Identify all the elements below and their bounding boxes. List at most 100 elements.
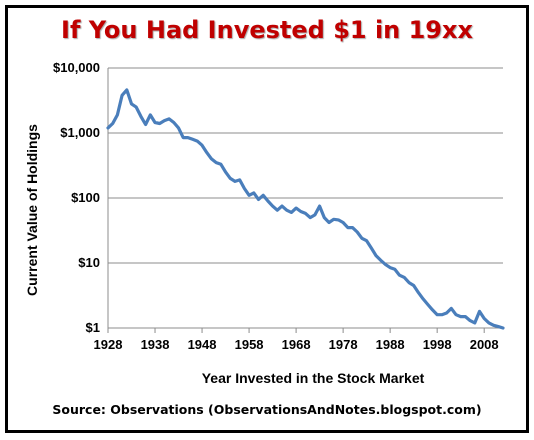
- data-point: [252, 192, 255, 194]
- data-point: [107, 127, 109, 129]
- data-point: [436, 313, 438, 316]
- data-point: [271, 205, 274, 207]
- data-point: [459, 315, 462, 318]
- data-point: [431, 309, 434, 311]
- data-point: [144, 123, 147, 126]
- data-point: [488, 322, 490, 324]
- y-tick-label: $1: [86, 320, 100, 335]
- y-tick-label: $100: [71, 190, 100, 205]
- data-point: [469, 319, 471, 322]
- data-point: [177, 127, 180, 129]
- data-point: [450, 307, 453, 310]
- data-point: [342, 221, 344, 224]
- data-point: [478, 310, 481, 313]
- data-point: [257, 198, 260, 201]
- data-point: [163, 119, 166, 122]
- y-tick-label: $10,000: [53, 60, 100, 75]
- x-tick-label: 1998: [423, 337, 452, 352]
- data-point: [323, 216, 326, 219]
- data-point: [347, 226, 349, 229]
- data-point: [492, 324, 495, 327]
- data-point: [187, 136, 189, 139]
- data-point: [441, 313, 443, 316]
- data-point: [426, 303, 429, 306]
- data-point: [215, 161, 217, 164]
- data-point: [168, 118, 170, 120]
- data-point: [191, 138, 194, 141]
- data-point: [332, 218, 335, 221]
- data-point: [135, 106, 138, 108]
- data-point: [140, 115, 142, 118]
- data-point: [276, 209, 279, 211]
- data-point: [224, 171, 227, 173]
- data-point: [116, 114, 119, 116]
- data-point: [121, 94, 123, 97]
- data-point: [234, 180, 236, 183]
- data-point: [149, 114, 152, 116]
- data-point: [173, 121, 175, 124]
- data-point: [229, 177, 232, 180]
- data-point: [337, 219, 340, 221]
- data-point: [154, 121, 156, 124]
- chart-frame: [5, 5, 529, 433]
- data-point: [126, 89, 128, 91]
- data-point: [220, 163, 222, 166]
- data-point: [285, 209, 288, 211]
- data-point: [483, 317, 485, 320]
- data-point: [375, 254, 377, 257]
- x-axis-label: Year Invested in the Stock Market: [201, 370, 425, 386]
- data-point: [238, 179, 241, 181]
- data-point: [295, 207, 297, 209]
- data-point: [205, 151, 208, 154]
- data-point: [299, 210, 302, 213]
- data-point: [130, 103, 133, 105]
- data-point: [365, 239, 368, 242]
- source-caption: Source: Observations (ObservationsAndNot…: [52, 402, 482, 417]
- y-tick-label: $1,000: [60, 125, 100, 140]
- data-point: [497, 325, 500, 328]
- data-point: [445, 312, 448, 314]
- data-point: [248, 194, 250, 197]
- x-tick-label: 1958: [235, 337, 264, 352]
- data-point: [290, 211, 293, 214]
- data-point: [243, 187, 246, 190]
- data-point: [384, 263, 387, 266]
- data-point: [351, 226, 354, 229]
- data-point: [417, 291, 420, 294]
- data-point: [473, 322, 476, 324]
- data-point: [182, 136, 185, 139]
- x-tick-label: 1928: [94, 337, 123, 352]
- data-point: [309, 216, 312, 219]
- data-point: [267, 200, 269, 202]
- data-point: [422, 298, 424, 300]
- data-point: [403, 276, 406, 279]
- x-tick-label: 1978: [329, 337, 358, 352]
- data-point: [111, 122, 114, 125]
- data-point: [361, 237, 363, 240]
- data-point: [464, 315, 467, 318]
- data-point: [304, 212, 307, 215]
- data-point: [318, 205, 321, 207]
- data-point: [389, 266, 391, 269]
- data-point: [398, 274, 401, 276]
- data-point: [370, 247, 373, 249]
- x-tick-label: 1988: [376, 337, 405, 352]
- y-tick-label: $10: [78, 255, 100, 270]
- data-point: [210, 158, 213, 160]
- data-point: [455, 313, 457, 316]
- data-point: [502, 327, 504, 329]
- x-tick-label: 1968: [282, 337, 311, 352]
- data-point: [158, 122, 161, 125]
- data-point: [408, 281, 410, 284]
- data-point: [201, 144, 203, 146]
- data-point: [394, 268, 396, 271]
- series-line: [106, 88, 505, 330]
- data-point: [356, 231, 359, 233]
- x-tick-label: 2008: [470, 337, 499, 352]
- data-point: [281, 205, 283, 207]
- data-point: [196, 140, 199, 142]
- data-point: [328, 221, 330, 224]
- chart-title: If You Had Invested $1 in 19xx: [61, 16, 473, 44]
- x-tick-label: 1938: [141, 337, 170, 352]
